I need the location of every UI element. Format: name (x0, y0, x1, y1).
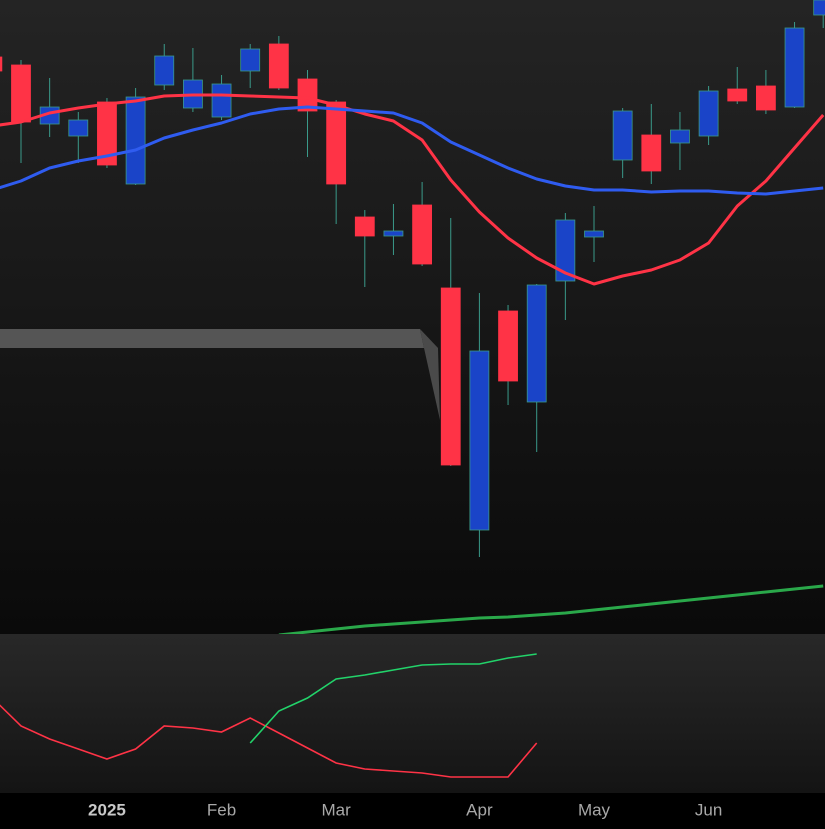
candle-body (756, 85, 776, 111)
candle-body (727, 88, 748, 102)
candle-body (240, 48, 261, 72)
candle-body (97, 101, 117, 166)
line-series (0, 105, 824, 196)
candle-body (354, 216, 375, 237)
band-wedge (420, 329, 440, 420)
candle-body (211, 83, 232, 118)
axis-strip (0, 793, 825, 829)
candle-body (641, 134, 662, 172)
candle-body (784, 27, 805, 108)
indicator-pane (0, 634, 825, 793)
candle-body (68, 119, 89, 137)
candle-body (0, 56, 3, 72)
candle-body (412, 204, 433, 265)
x-tick-label: Feb (207, 800, 236, 819)
candle-body (383, 230, 404, 237)
candle-body (11, 64, 31, 123)
candle-body (555, 219, 576, 282)
line-series (0, 93, 825, 286)
candle-body (698, 90, 719, 137)
x-tick-label: 2025 (88, 800, 126, 819)
candle-body (813, 0, 825, 16)
x-tick-label: Jun (695, 800, 722, 819)
candle-body (154, 55, 175, 86)
main-plot (0, 0, 825, 634)
candle-body (469, 350, 490, 531)
indicator-plot (0, 653, 538, 778)
candle-body (526, 284, 547, 403)
candle-body (326, 101, 347, 185)
candle-body (584, 230, 604, 238)
candle-body (440, 287, 461, 466)
x-axis: 2025 Feb Mar Apr May Jun (88, 800, 722, 819)
candle-body (612, 110, 633, 161)
candle-body (498, 310, 518, 382)
candle-body (297, 78, 318, 112)
candle-body (670, 129, 690, 144)
band (0, 329, 424, 348)
candle-body (268, 43, 289, 89)
x-tick-label: May (578, 800, 611, 819)
x-tick-label: Apr (466, 800, 493, 819)
x-tick-label: Mar (322, 800, 352, 819)
indicator-line (249, 653, 537, 744)
line-series (278, 584, 824, 634)
indicator-line (0, 704, 538, 778)
candle-body (125, 96, 146, 185)
